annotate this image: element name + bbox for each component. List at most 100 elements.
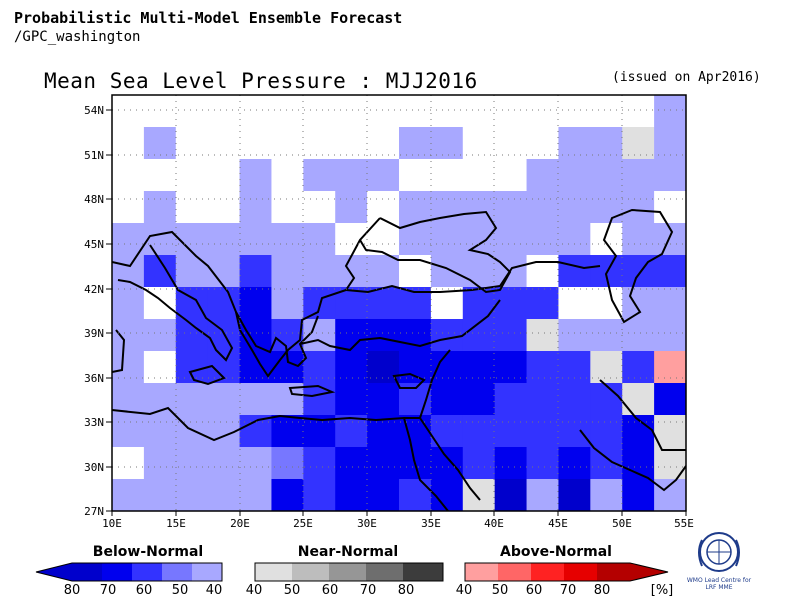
- grid-cell: [303, 223, 336, 256]
- legend-tick: 50: [284, 583, 301, 598]
- lat-label: 27N: [84, 505, 104, 518]
- grid-cell: [271, 383, 304, 416]
- grid-cell: [494, 127, 528, 160]
- grid-cell: [462, 255, 496, 288]
- grid-cell: [622, 127, 655, 160]
- grid-cell: [558, 447, 591, 480]
- grid-cell: [271, 479, 304, 511]
- grid-cell: [654, 287, 686, 320]
- grid-cell: [207, 287, 241, 320]
- legend-tick: 80: [398, 583, 415, 598]
- grid-cell: [143, 223, 177, 256]
- legend-unit: [%]: [651, 583, 674, 598]
- grid-cell: [143, 447, 177, 480]
- grid-cell: [462, 447, 496, 480]
- legend-tick: 80: [594, 583, 611, 598]
- grid-cell: [622, 223, 655, 256]
- grid-cell: [622, 159, 655, 192]
- grid-cell: [367, 287, 400, 320]
- grid-cell: [462, 223, 496, 256]
- grid-cell: [335, 479, 368, 511]
- grid-cell: [367, 447, 400, 480]
- legend-tick: 70: [560, 583, 577, 598]
- grid-cell: [590, 383, 623, 416]
- grid-cell: [112, 95, 145, 128]
- grid-cell: [367, 191, 400, 224]
- lon-label: 10E: [102, 517, 122, 530]
- grid-cell: [622, 191, 655, 224]
- grid-cell: [654, 415, 686, 448]
- grid-cell: [526, 287, 560, 320]
- grid-cell: [494, 415, 528, 448]
- grid-cell: [494, 223, 528, 256]
- grid-cell: [526, 223, 560, 256]
- grid-cell: [654, 447, 686, 480]
- grid-cell: [175, 351, 209, 384]
- grid-cell: [526, 415, 560, 448]
- legend-below-heading: Below-Normal: [93, 544, 203, 560]
- lon-label: 40E: [484, 517, 504, 530]
- wmo-logo: WMO Lead Centre for LRF MME: [687, 532, 752, 591]
- grid-cell: [175, 383, 209, 416]
- legend-tick: 40: [246, 583, 263, 598]
- grid-cell: [654, 319, 686, 352]
- grid-cell: [462, 383, 496, 416]
- grid-cell: [622, 479, 655, 511]
- grid-cell: [207, 127, 241, 160]
- grid-cell: [494, 287, 528, 320]
- lat-label: 51N: [84, 149, 104, 162]
- logo-caption: WMO Lead Centre for: [687, 577, 752, 584]
- grid-cell: [526, 95, 560, 128]
- grid-cell: [335, 191, 368, 224]
- legend-tick: 50: [172, 583, 189, 598]
- grid-cell: [494, 159, 528, 192]
- grid-cell: [654, 95, 686, 128]
- grid-cell: [558, 319, 591, 352]
- grid-cell: [430, 383, 464, 416]
- grid-cell: [462, 159, 496, 192]
- grid-cell: [239, 191, 273, 224]
- grid-cell: [367, 319, 400, 352]
- grid-cell: [112, 319, 145, 352]
- grid-cell: [271, 191, 304, 224]
- grid-cell: [303, 127, 336, 160]
- grid-cell: [622, 383, 655, 416]
- grid-cell: [335, 223, 368, 256]
- grid-cell: [367, 479, 400, 511]
- grid-cell: [271, 95, 304, 128]
- grid-cell: [622, 351, 655, 384]
- grid-cell: [558, 351, 591, 384]
- grid-cell: [430, 159, 464, 192]
- grid-cell: [335, 159, 368, 192]
- grid-cell: [526, 191, 560, 224]
- grid-cell: [622, 287, 655, 320]
- grid-cell: [239, 287, 273, 320]
- legend-near-bar: [254, 562, 444, 582]
- grid-cell: [558, 159, 591, 192]
- grid-cell: [367, 255, 400, 288]
- legend-tick: 70: [360, 583, 377, 598]
- grid-cell: [558, 95, 591, 128]
- grid-cell: [143, 95, 177, 128]
- grid-cell: [526, 447, 560, 480]
- grid-cell: [335, 319, 368, 352]
- lat-label: 42N: [84, 283, 104, 296]
- grid-cell: [558, 287, 591, 320]
- grid-cell: [494, 95, 528, 128]
- grid-cell: [494, 191, 528, 224]
- grid-cell: [271, 159, 304, 192]
- grid-cell: [399, 351, 432, 384]
- grid-cell: [367, 159, 400, 192]
- grid-cell: [654, 127, 686, 160]
- grid-cell: [239, 255, 273, 288]
- grid-cell: [462, 127, 496, 160]
- grid-cell: [303, 159, 336, 192]
- grid-cell: [303, 383, 336, 416]
- lon-label: 30E: [357, 517, 377, 530]
- grid-cell: [207, 223, 241, 256]
- grid-cell: [175, 255, 209, 288]
- issued-date: (issued on Apr2016): [612, 70, 761, 85]
- grid-cell: [367, 127, 400, 160]
- legend-tick: 60: [526, 583, 543, 598]
- grid-cell: [112, 479, 145, 511]
